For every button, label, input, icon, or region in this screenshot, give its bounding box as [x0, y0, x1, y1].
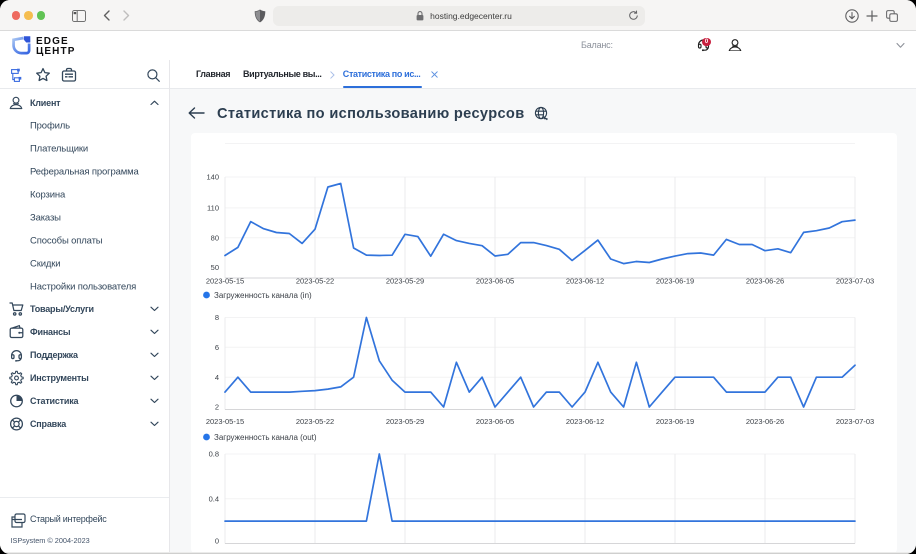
- svg-text:140: 140: [206, 173, 219, 182]
- svg-text:6: 6: [215, 343, 219, 352]
- svg-text:Загруженность канала (in): Загруженность канала (in): [214, 291, 312, 300]
- svg-text:50: 50: [211, 263, 219, 272]
- svg-text:2023-05-15: 2023-05-15: [206, 277, 244, 286]
- svg-text:2023-05-22: 2023-05-22: [296, 277, 334, 286]
- svg-text:2023-05-22: 2023-05-22: [296, 417, 334, 426]
- svg-text:8: 8: [215, 313, 219, 322]
- svg-text:2023-06-12: 2023-06-12: [566, 417, 604, 426]
- svg-text:2023-06-19: 2023-06-19: [656, 277, 694, 286]
- svg-text:2023-05-29: 2023-05-29: [386, 277, 424, 286]
- svg-text:0.4: 0.4: [209, 494, 219, 503]
- svg-text:2023-06-05: 2023-06-05: [476, 417, 514, 426]
- svg-text:2023-07-03: 2023-07-03: [836, 417, 874, 426]
- svg-text:4: 4: [215, 373, 219, 382]
- svg-text:2023-07-03: 2023-07-03: [836, 277, 874, 286]
- svg-text:Загруженность канала (out): Загруженность канала (out): [214, 433, 317, 442]
- svg-text:2023-06-26: 2023-06-26: [746, 277, 784, 286]
- svg-text:2: 2: [215, 403, 219, 412]
- svg-text:0.8: 0.8: [209, 450, 219, 459]
- svg-text:2023-05-29: 2023-05-29: [386, 417, 424, 426]
- svg-text:2023-06-12: 2023-06-12: [566, 277, 604, 286]
- svg-text:2023-06-19: 2023-06-19: [656, 417, 694, 426]
- svg-text:2023-06-26: 2023-06-26: [746, 417, 784, 426]
- svg-text:2023-06-05: 2023-06-05: [476, 277, 514, 286]
- svg-text:80: 80: [211, 233, 219, 242]
- svg-text:0: 0: [215, 537, 219, 546]
- svg-text:2023-05-15: 2023-05-15: [206, 417, 244, 426]
- svg-text:110: 110: [207, 204, 219, 213]
